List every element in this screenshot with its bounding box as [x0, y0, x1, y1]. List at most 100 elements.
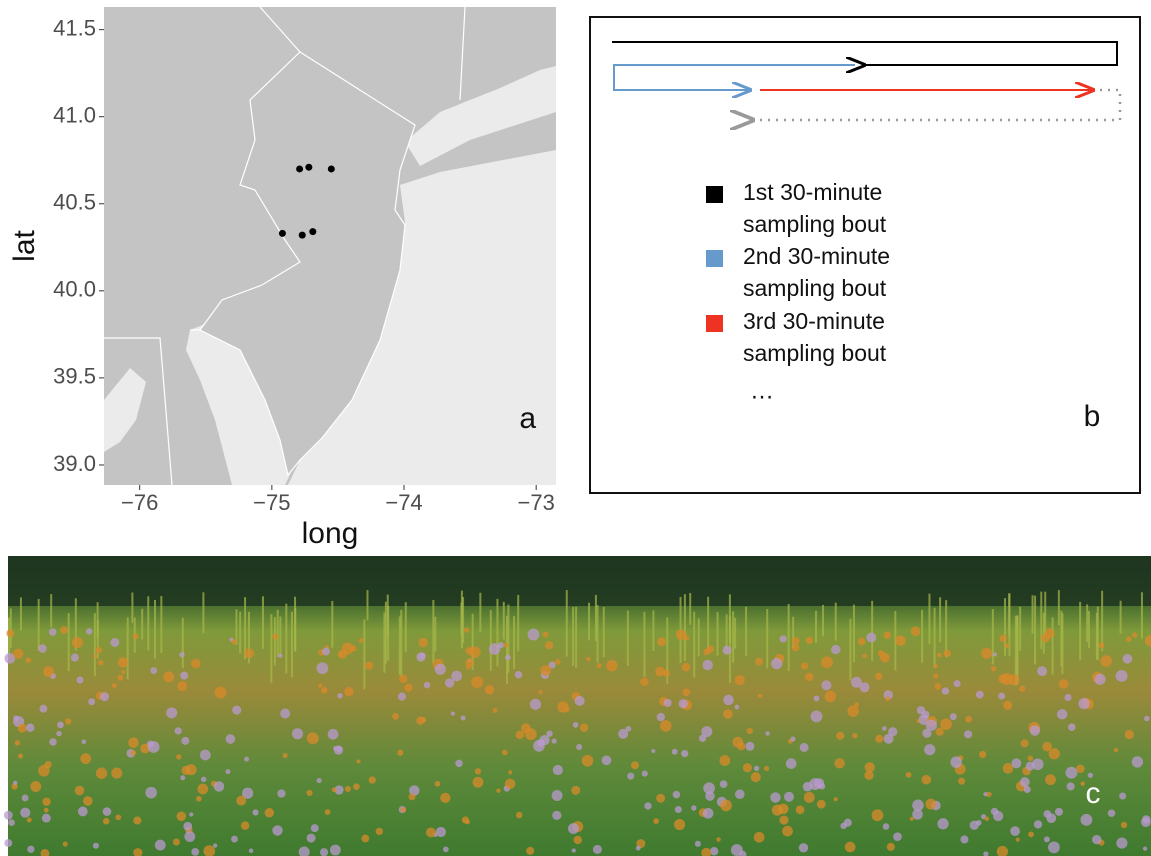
flower — [128, 737, 139, 748]
flower — [76, 677, 83, 684]
stalk — [20, 597, 22, 630]
flower — [225, 769, 230, 774]
flower — [515, 671, 522, 678]
flower — [1067, 782, 1075, 790]
flower — [39, 705, 47, 713]
flower — [311, 824, 319, 832]
flower — [526, 847, 534, 855]
flower — [1010, 826, 1020, 836]
flower — [845, 842, 856, 853]
stalk — [285, 604, 287, 674]
flower — [42, 814, 51, 823]
flower — [1034, 820, 1042, 828]
flower — [20, 808, 30, 818]
flower — [958, 778, 965, 785]
stalk — [270, 614, 272, 683]
flower — [1100, 655, 1112, 667]
flower — [292, 728, 303, 739]
flower — [745, 742, 754, 751]
flower — [1119, 792, 1126, 799]
stalk — [689, 593, 691, 625]
flower — [344, 687, 353, 696]
flower — [1044, 836, 1050, 842]
stalk — [921, 610, 923, 663]
flower — [369, 776, 376, 783]
flower — [475, 768, 481, 774]
flower — [937, 818, 948, 829]
stalk — [94, 613, 96, 676]
flower — [63, 841, 68, 846]
flower — [1065, 767, 1077, 779]
flower — [553, 765, 563, 775]
legend-label: 1st 30-minute sampling bout — [743, 176, 928, 240]
flower — [96, 768, 107, 779]
flower — [13, 649, 23, 659]
site-point — [296, 165, 303, 172]
flower — [660, 720, 672, 732]
flower — [636, 846, 641, 851]
flower — [538, 690, 542, 694]
flower — [200, 750, 211, 761]
flower — [703, 808, 714, 819]
flower — [1068, 723, 1076, 731]
stalk — [1008, 593, 1010, 635]
stalk — [815, 611, 817, 643]
flower — [754, 766, 759, 771]
flower — [917, 706, 925, 714]
flower — [1080, 814, 1092, 826]
flower — [485, 685, 494, 694]
flower — [720, 780, 728, 788]
flower — [196, 796, 202, 802]
y-tick-label: 39.0 — [53, 451, 96, 476]
flower — [1032, 758, 1044, 770]
flower — [359, 638, 364, 643]
flower — [657, 637, 666, 646]
stalk — [160, 596, 162, 653]
y-tick-label: 41.0 — [53, 103, 96, 128]
flower — [320, 848, 328, 856]
flower — [72, 637, 83, 648]
flower — [786, 758, 797, 769]
flower — [180, 775, 185, 780]
flower — [831, 645, 840, 654]
flower — [353, 783, 360, 790]
flower — [83, 796, 93, 806]
flower — [455, 760, 462, 767]
flower — [330, 845, 341, 856]
flower — [15, 740, 20, 745]
flower — [568, 823, 579, 834]
flower — [672, 749, 678, 755]
flower — [150, 667, 157, 674]
flower — [606, 660, 617, 671]
flower — [496, 789, 500, 793]
flower — [118, 657, 128, 667]
flower — [435, 781, 441, 787]
y-axis-label: lat — [8, 229, 41, 261]
flower — [800, 743, 809, 752]
stalk — [363, 620, 365, 690]
site-point — [309, 228, 316, 235]
flower — [811, 711, 823, 723]
flower — [735, 705, 740, 710]
flower — [504, 643, 509, 648]
flower — [593, 845, 602, 854]
flower — [155, 840, 166, 851]
stalk — [853, 605, 855, 663]
flower — [552, 811, 561, 820]
flower — [976, 820, 982, 826]
y-tick-label: 40.0 — [53, 277, 96, 302]
stalk — [274, 617, 276, 665]
flower — [345, 786, 351, 792]
flower — [100, 692, 109, 701]
flower — [875, 735, 883, 743]
flower — [145, 787, 157, 799]
flower — [93, 654, 97, 658]
flower — [1144, 716, 1150, 722]
stalk — [603, 607, 605, 657]
flower — [960, 835, 968, 843]
flower — [42, 798, 50, 806]
flower — [112, 683, 117, 688]
flower — [38, 644, 47, 653]
flower — [858, 638, 866, 646]
flower — [121, 670, 125, 674]
